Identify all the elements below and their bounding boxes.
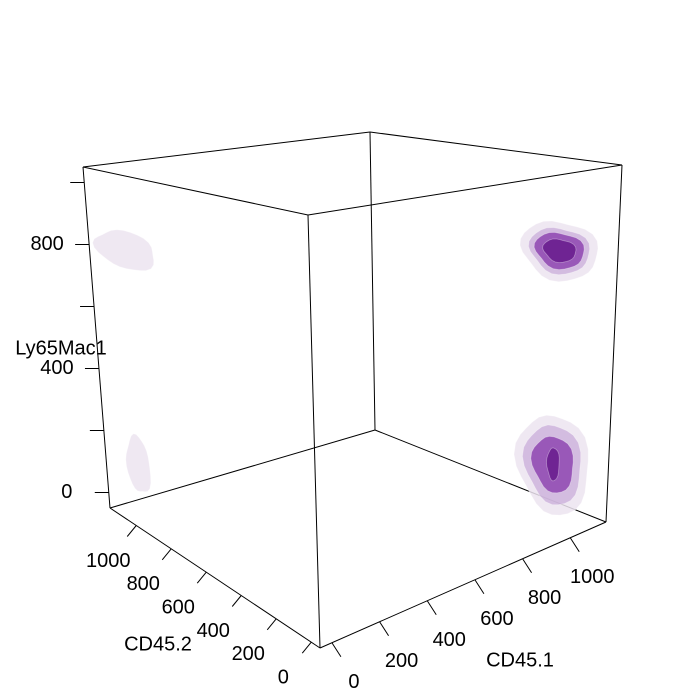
x-tick	[474, 579, 485, 595]
box-edge	[307, 164, 623, 216]
density-clusters	[92, 220, 599, 516]
y-tick-label: 400	[197, 620, 230, 642]
box-edge	[369, 131, 623, 166]
x-tick-label: 600	[480, 608, 513, 630]
x-tick	[331, 642, 342, 658]
x-tick-label: 1000	[570, 566, 615, 588]
axis-ticks: 0200400600800100002004006008001000040080…	[30, 182, 615, 693]
contour-core	[542, 238, 577, 264]
density-cluster	[92, 229, 155, 272]
z-axis-title: Ly65Mac1	[15, 337, 107, 359]
box-edge	[109, 507, 321, 649]
x-tick	[569, 537, 580, 553]
density-cluster	[519, 220, 599, 283]
contour-low	[92, 229, 155, 272]
x-tick	[426, 600, 437, 616]
z-tick-label: 800	[30, 233, 63, 255]
density-cluster	[125, 433, 152, 493]
y-tick-label: 1000	[86, 550, 131, 572]
y-tick	[301, 641, 312, 654]
contour-core	[546, 447, 560, 482]
box-edge	[82, 166, 111, 509]
y-tick	[266, 618, 277, 631]
box-edge	[369, 131, 376, 431]
x-axis-title: CD45.1	[486, 649, 554, 671]
x-tick-label: 0	[348, 671, 359, 693]
y-tick	[161, 548, 172, 561]
x-tick-label: 400	[433, 629, 466, 651]
x-tick	[379, 621, 390, 637]
z-tick-label: 0	[61, 481, 72, 503]
y-tick-label: 200	[232, 643, 265, 665]
x-tick	[522, 558, 533, 574]
y-tick	[231, 595, 242, 607]
axis-labels: CD45.1 CD45.2 Ly65Mac1	[15, 337, 554, 671]
box-front-edges	[82, 164, 623, 523]
contour-low	[125, 433, 152, 493]
y-tick-label: 0	[278, 666, 289, 688]
box-edge	[109, 429, 376, 509]
box-edge	[605, 164, 623, 523]
z-tick-label: 400	[40, 357, 73, 379]
x-tick-label: 800	[528, 587, 561, 609]
y-tick	[126, 525, 137, 537]
y-tick	[196, 571, 207, 584]
box-edge	[307, 214, 321, 649]
box-edge	[82, 166, 309, 216]
y-tick-label: 800	[127, 573, 160, 595]
y-tick-label: 600	[162, 596, 195, 618]
y-axis-title: CD45.2	[124, 633, 192, 655]
box-back-edges	[82, 131, 623, 649]
density-cluster	[513, 414, 589, 516]
box-edge	[319, 521, 607, 649]
x-tick-label: 200	[385, 650, 418, 672]
box-edge	[82, 131, 371, 168]
